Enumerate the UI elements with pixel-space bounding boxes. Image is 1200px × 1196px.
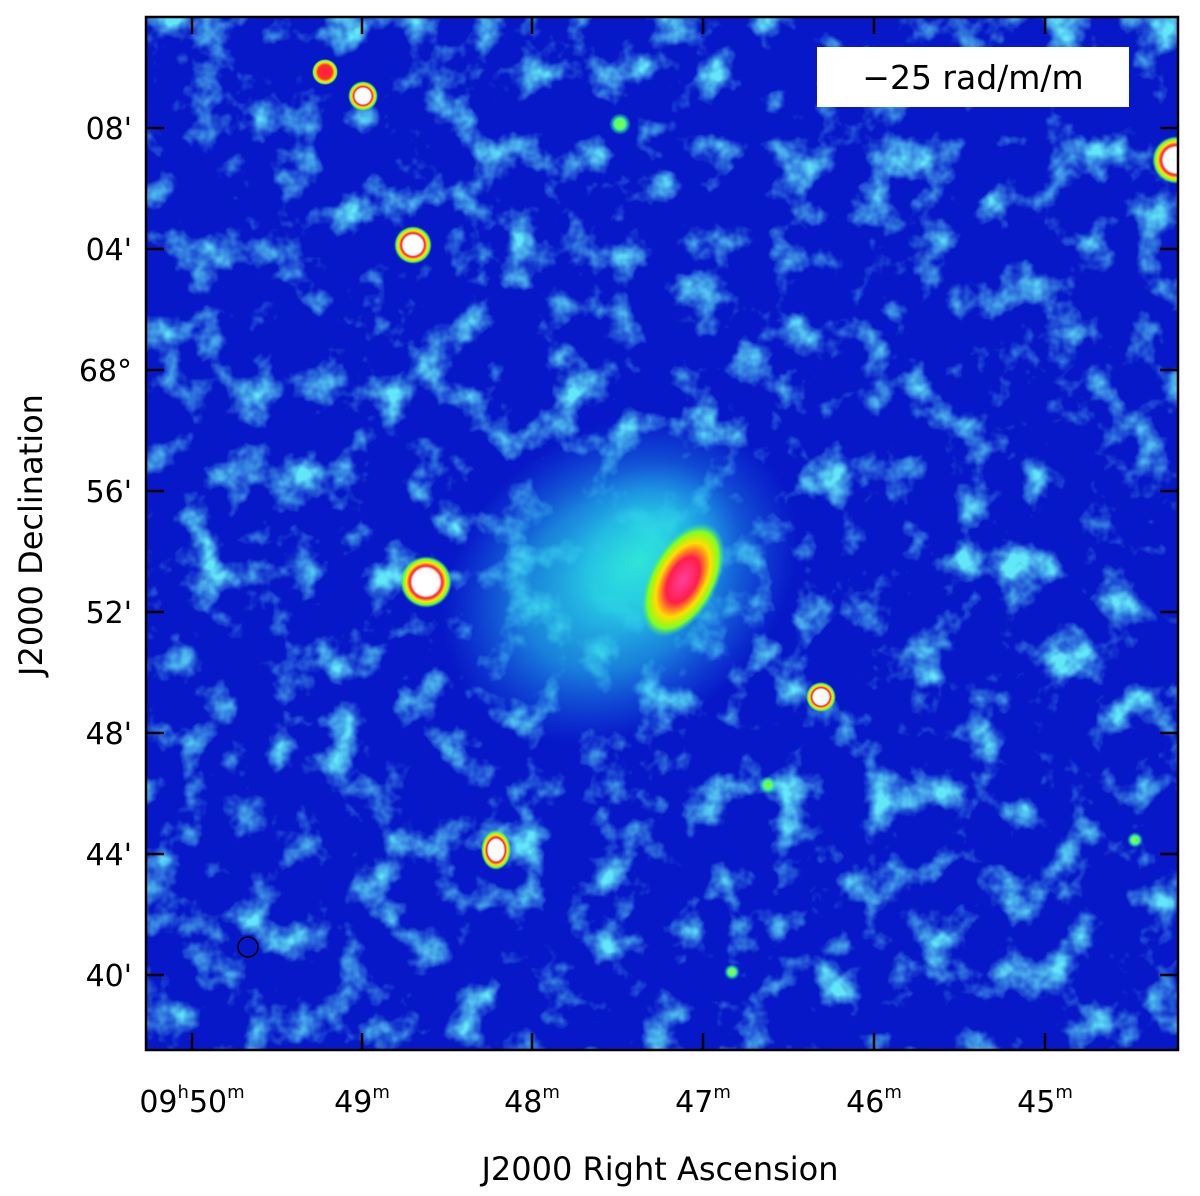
point-source: [348, 81, 378, 111]
x-tick-label: 46m: [846, 1082, 902, 1120]
y-tick-label: 52': [86, 596, 132, 631]
point-source: [1152, 136, 1178, 184]
y-tick-label: 40': [86, 959, 132, 994]
y-tick-label: 56': [86, 475, 132, 510]
point-source: [724, 964, 740, 980]
central-bright-source: [641, 522, 725, 638]
x-tick-label: 45m: [1017, 1082, 1073, 1120]
point-source: [312, 59, 338, 85]
y-tick-label: 08': [86, 112, 132, 147]
sky-image: −25 rad/m/m: [146, 17, 1178, 1050]
y-axis-title: J2000 Declination: [12, 394, 50, 678]
point-source: [609, 113, 631, 135]
x-tick-label: 48m: [504, 1082, 560, 1120]
point-source: [759, 776, 777, 794]
plot-frame: [144, 15, 1180, 1052]
point-source: [1127, 832, 1143, 848]
point-source: [394, 226, 432, 264]
x-tick-label: 47m: [675, 1082, 731, 1120]
point-source: [400, 556, 452, 608]
beam-ellipse: [237, 936, 259, 958]
label-box-text: −25 rad/m/m: [862, 58, 1083, 97]
y-tick-label: 04': [86, 233, 132, 268]
x-axis-title: J2000 Right Ascension: [479, 1150, 838, 1188]
y-tick-label: 68°: [79, 354, 132, 389]
x-ticks: [190, 17, 1047, 1050]
point-source: [806, 682, 836, 712]
y-tick-label: 48': [86, 717, 132, 752]
point-source: [481, 830, 511, 870]
y-tick-label: 44': [86, 838, 132, 873]
label-box: [817, 47, 1129, 107]
y-ticks: [146, 126, 1178, 977]
x-tick-label: 49m: [334, 1082, 390, 1120]
x-tick-label: 09h50m: [139, 1082, 244, 1120]
